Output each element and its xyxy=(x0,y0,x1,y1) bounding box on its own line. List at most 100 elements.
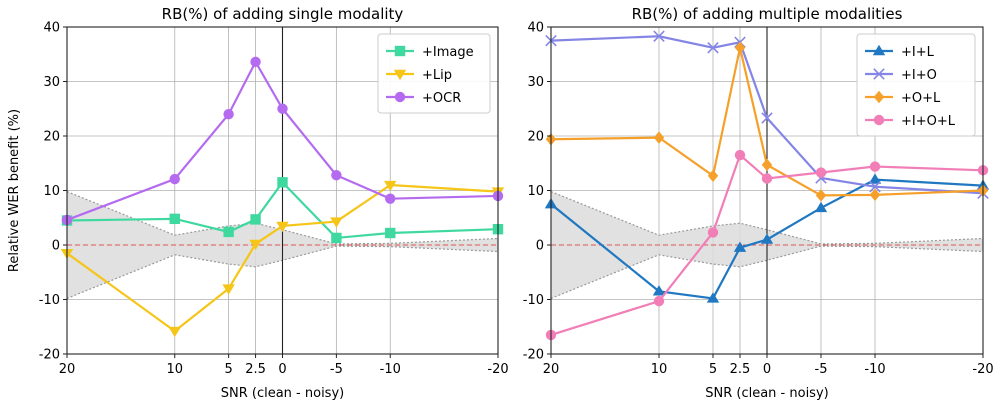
legend-label: +OCR xyxy=(422,91,461,106)
y-tick-label: 10 xyxy=(527,184,544,199)
data-point xyxy=(331,170,342,181)
data-point xyxy=(277,177,288,188)
data-point xyxy=(761,112,773,124)
x-tick-label: 20 xyxy=(543,362,560,377)
x-axis-label: SNR (clean - noisy) xyxy=(705,386,828,401)
y-tick-label: -10 xyxy=(39,293,60,308)
data-point xyxy=(869,180,881,193)
data-point xyxy=(733,241,747,252)
legend-label: +Image xyxy=(422,45,474,60)
data-point xyxy=(385,227,396,239)
legend-label: +Lip xyxy=(422,68,452,83)
data-point xyxy=(734,41,746,54)
data-point-stroke-b xyxy=(869,180,881,193)
data-point-stroke-b xyxy=(761,112,773,124)
legend-label: +I+O xyxy=(901,68,937,83)
y-tick-label: 20 xyxy=(43,130,60,145)
data-point xyxy=(706,292,720,303)
series-line xyxy=(550,47,984,197)
x-tick-label: -10 xyxy=(864,362,885,377)
legend-label: +O+L xyxy=(901,91,941,106)
y-tick-label: 30 xyxy=(43,75,60,90)
x-tick-label: 2.5 xyxy=(245,362,266,377)
x-tick-label: -5 xyxy=(330,362,343,377)
data-point xyxy=(869,161,881,172)
x-tick-label: 2.5 xyxy=(730,362,751,377)
y-tick-label: 0 xyxy=(536,239,544,254)
noise-band-upper-edge xyxy=(550,191,984,245)
data-point xyxy=(249,239,262,251)
x-tick-label: 5 xyxy=(709,362,717,377)
x-tick-label: -20 xyxy=(972,362,993,377)
legend-marker-stroke-b xyxy=(873,68,885,80)
chart-title: RB(%) of adding multiple modalities xyxy=(632,5,903,23)
legend-label: +I+O+L xyxy=(901,114,956,129)
y-tick-label: 40 xyxy=(527,21,544,36)
data-point xyxy=(761,158,773,172)
data-point xyxy=(276,221,289,233)
x-tick-label: -10 xyxy=(380,362,401,377)
legend-marker xyxy=(873,68,885,80)
series-ocr xyxy=(61,56,504,226)
data-point xyxy=(652,285,666,296)
y-tick-label: 30 xyxy=(527,75,544,90)
series-line xyxy=(66,180,499,240)
legend: +I+L +I+O +O+L +I+O+L xyxy=(856,33,976,137)
data-point xyxy=(169,213,180,225)
x-axis-label: SNR (clean - noisy) xyxy=(221,386,344,401)
x-tick-label: 5 xyxy=(224,362,232,377)
data-point xyxy=(330,217,343,228)
y-tick-label: -20 xyxy=(39,348,60,363)
legend-marker xyxy=(872,44,886,56)
noise-band-lower-edge xyxy=(550,245,984,299)
data-point xyxy=(869,188,881,202)
data-point xyxy=(653,131,665,144)
data-point-stroke-b xyxy=(707,41,719,54)
series-o-l xyxy=(545,41,989,202)
data-point xyxy=(868,173,882,184)
noise-band-lower-edge xyxy=(66,245,499,299)
data-point xyxy=(761,173,773,184)
data-point xyxy=(168,326,181,338)
data-point-stroke-b xyxy=(653,30,665,43)
data-point xyxy=(384,180,397,192)
data-point xyxy=(707,41,719,54)
data-point xyxy=(815,189,827,202)
series-line xyxy=(550,153,984,336)
x-tick-label: 10 xyxy=(651,362,668,377)
data-point xyxy=(223,109,234,120)
noise-band-upper-edge xyxy=(66,191,499,245)
series-line xyxy=(550,35,984,195)
x-tick-label: 20 xyxy=(59,362,76,377)
legend-label: +I+L xyxy=(901,45,935,60)
data-point xyxy=(250,56,261,68)
y-tick-label: 20 xyxy=(527,130,544,145)
legend-marker xyxy=(394,91,406,103)
x-tick-label: -5 xyxy=(815,362,828,377)
data-point xyxy=(331,232,342,244)
data-point xyxy=(653,30,665,43)
data-point xyxy=(814,201,828,213)
data-point xyxy=(815,167,827,178)
x-tick-label: 10 xyxy=(166,362,183,377)
data-point xyxy=(653,295,665,307)
series-line xyxy=(66,183,499,333)
data-point xyxy=(250,214,261,225)
data-point xyxy=(707,169,719,182)
y-tick-label: 10 xyxy=(43,184,60,199)
data-point xyxy=(707,227,719,238)
legend-marker xyxy=(393,69,407,81)
series-i-o-l xyxy=(545,149,989,341)
data-point xyxy=(277,103,288,114)
legend-marker xyxy=(873,114,885,126)
y-tick-label: 0 xyxy=(52,239,60,254)
x-tick-label: 0 xyxy=(763,362,771,377)
legend: +Image +Lip +OCR xyxy=(377,33,491,114)
series-line xyxy=(66,59,499,221)
x-tick-label: 0 xyxy=(278,362,286,377)
x-tick-label: -20 xyxy=(487,362,508,377)
data-point xyxy=(223,226,234,238)
chart-multiple-modalities: 20 10 5 2.5 0 -5 -10 -20 -20 -10 0 10 20 30 40 RB(%) of… xyxy=(523,5,994,401)
